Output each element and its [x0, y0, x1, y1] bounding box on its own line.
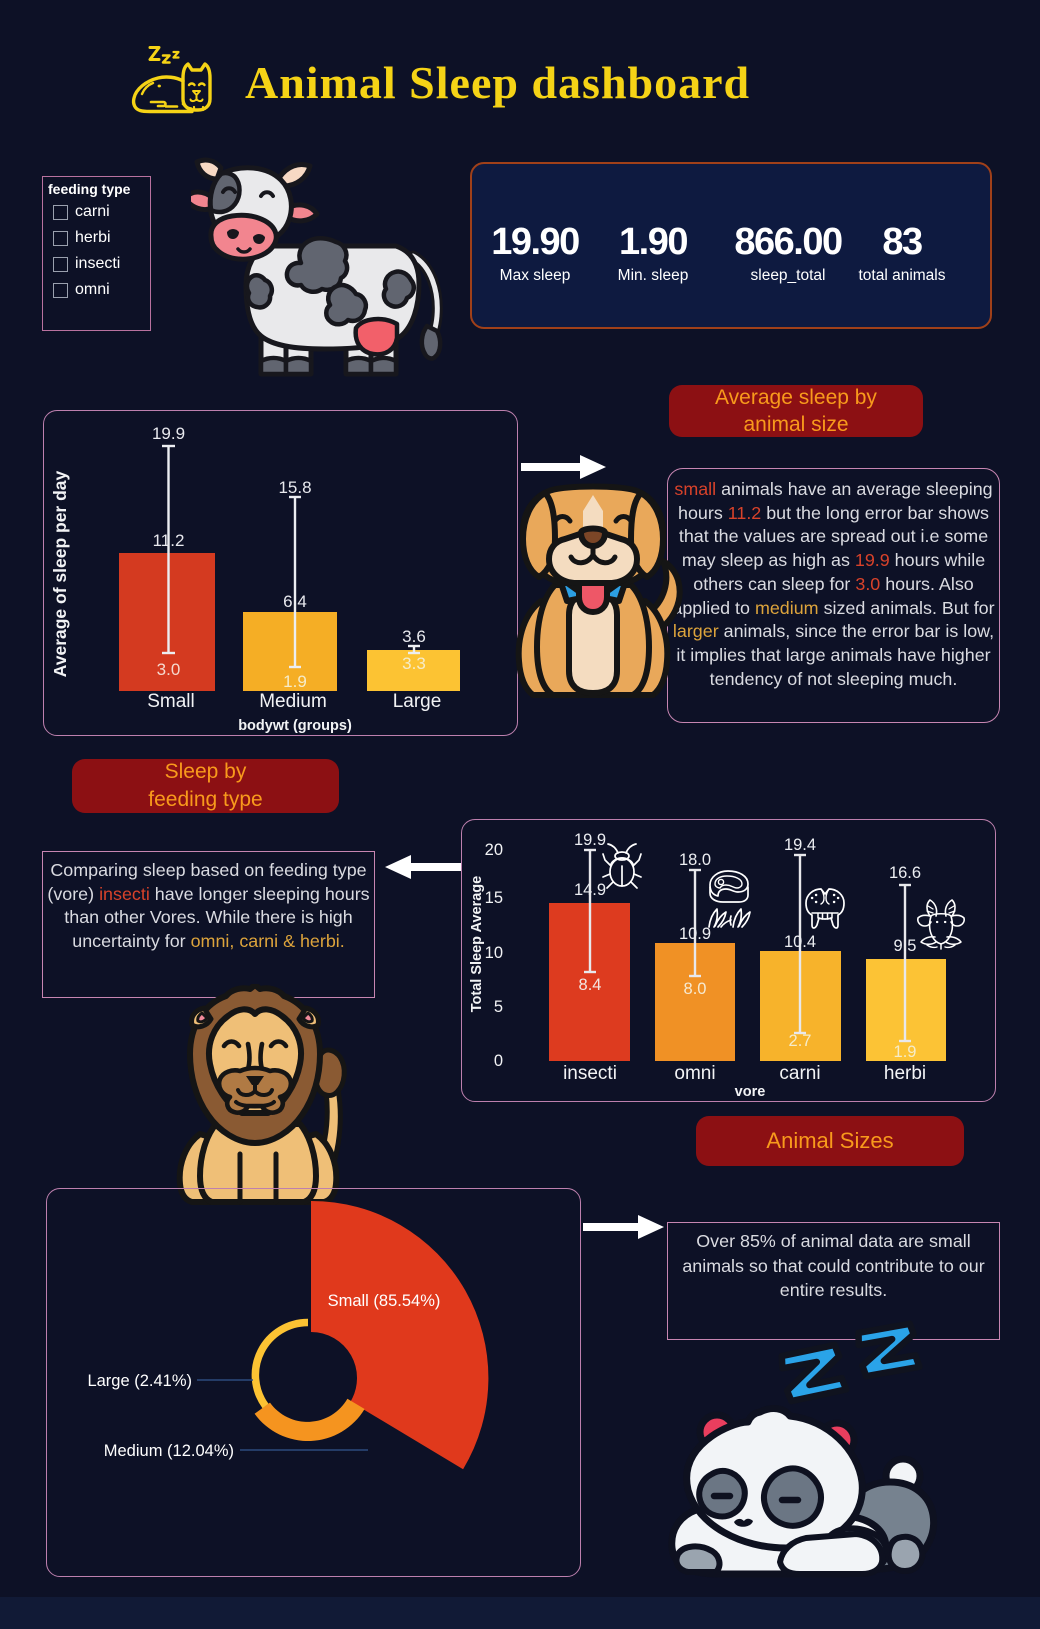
- svg-text:Total Sleep Average: Total Sleep Average: [469, 876, 485, 1012]
- svg-text:11.2: 11.2: [153, 531, 185, 550]
- svg-text:10.9: 10.9: [679, 925, 711, 943]
- svg-text:herbi: herbi: [884, 1063, 926, 1084]
- svg-text:15: 15: [485, 889, 503, 907]
- svg-text:10: 10: [485, 944, 503, 962]
- svg-text:carni: carni: [779, 1063, 820, 1084]
- svg-text:6.4: 6.4: [283, 592, 307, 611]
- svg-text:Small: Small: [147, 691, 195, 712]
- svg-text:Average of sleep per day: Average of sleep per day: [50, 470, 70, 677]
- svg-text:Medium (12.04%): Medium (12.04%): [104, 1442, 234, 1460]
- svg-text:18.0: 18.0: [679, 851, 711, 869]
- svg-text:2.7: 2.7: [789, 1032, 812, 1050]
- svg-text:9.5: 9.5: [894, 937, 917, 955]
- svg-text:Large (2.41%): Large (2.41%): [87, 1372, 192, 1390]
- svg-text:Medium: Medium: [259, 691, 327, 712]
- svg-text:8.0: 8.0: [684, 980, 707, 998]
- svg-text:3.0: 3.0: [157, 660, 181, 679]
- svg-text:omni: omni: [674, 1063, 715, 1084]
- svg-text:insecti: insecti: [563, 1063, 617, 1084]
- svg-text:8.4: 8.4: [579, 976, 602, 994]
- svg-text:3.6: 3.6: [402, 627, 426, 646]
- svg-text:15.8: 15.8: [278, 478, 311, 497]
- svg-text:10.4: 10.4: [784, 933, 816, 951]
- svg-text:20: 20: [485, 841, 503, 859]
- svg-text:bodywt (groups): bodywt (groups): [238, 718, 352, 734]
- svg-text:vore: vore: [735, 1084, 766, 1100]
- svg-text:1.9: 1.9: [283, 672, 307, 691]
- svg-text:14.9: 14.9: [574, 881, 606, 899]
- svg-text:0: 0: [494, 1052, 503, 1070]
- svg-text:Small (85.54%): Small (85.54%): [328, 1292, 441, 1310]
- svg-text:16.6: 16.6: [889, 864, 921, 882]
- svg-text:5: 5: [494, 998, 503, 1016]
- svg-text:Large: Large: [393, 691, 442, 712]
- svg-text:19.9: 19.9: [574, 831, 606, 849]
- svg-text:1.9: 1.9: [894, 1043, 917, 1061]
- svg-text:19.9: 19.9: [152, 424, 185, 443]
- svg-text:3.3: 3.3: [402, 654, 426, 673]
- svg-text:19.4: 19.4: [784, 836, 816, 854]
